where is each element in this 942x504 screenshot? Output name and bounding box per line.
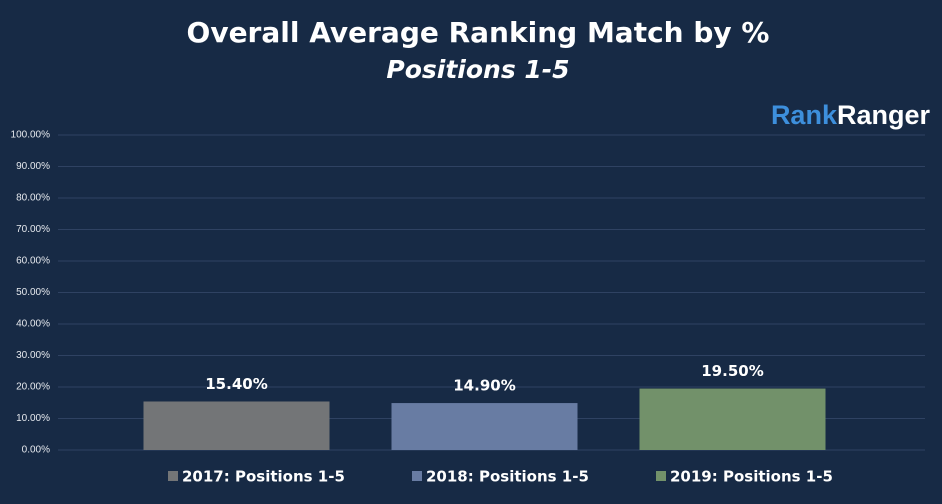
bar [639, 388, 826, 450]
y-tick-label: 80.00% [16, 193, 50, 204]
chart-title: Overall Average Ranking Match by % [187, 16, 770, 49]
value-label: 19.50% [701, 362, 763, 380]
legend-label: 2017: Positions 1-5 [182, 468, 345, 486]
y-tick-label: 30.00% [16, 350, 50, 361]
logo-part: Ranger [837, 100, 931, 130]
y-tick-label: 70.00% [16, 224, 50, 235]
y-tick-label: 10.00% [16, 413, 50, 424]
logo-part: Rank [771, 100, 838, 130]
bar [391, 403, 578, 450]
y-tick-label: 60.00% [16, 256, 50, 267]
legend-swatch [412, 471, 422, 481]
chart-subtitle: Positions 1-5 [386, 55, 569, 84]
legend-label: 2019: Positions 1-5 [670, 468, 833, 486]
y-tick-label: 50.00% [16, 287, 50, 298]
value-label: 15.40% [205, 375, 267, 393]
y-tick-label: 40.00% [16, 319, 50, 330]
legend-label: 2018: Positions 1-5 [426, 468, 589, 486]
y-tick-label: 100.00% [11, 130, 51, 141]
legend-swatch [168, 471, 178, 481]
logo: RankRanger [771, 100, 931, 130]
y-tick-label: 20.00% [16, 382, 50, 393]
bar [143, 401, 330, 450]
legend-swatch [656, 471, 666, 481]
value-label: 14.90% [453, 377, 515, 395]
y-tick-label: 90.00% [16, 161, 50, 172]
y-tick-label: 0.00% [22, 445, 50, 456]
